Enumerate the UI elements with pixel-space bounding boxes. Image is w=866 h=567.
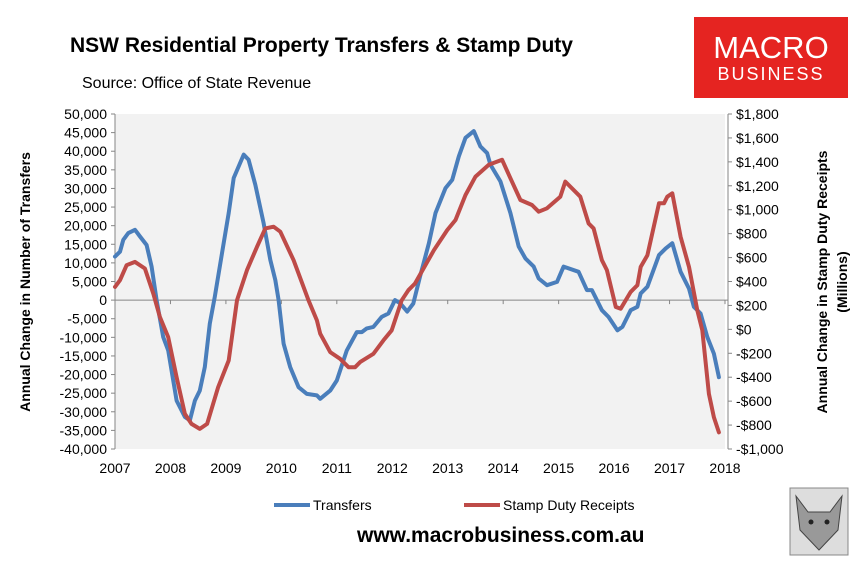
y-tick-label: -25,000: [60, 385, 108, 401]
y2-axis-title-units: (Millions): [834, 251, 850, 312]
macrobusiness-logo: MACRO BUSINESS: [694, 17, 848, 98]
x-tick-label: 2013: [432, 460, 463, 476]
svg-text:MACRO: MACRO: [713, 30, 828, 65]
y-tick-label: 30,000: [64, 180, 107, 196]
legend-label-stamp-duty: Stamp Duty Receipts: [503, 497, 635, 513]
y-tick-label: 50,000: [64, 106, 107, 122]
y-tick-label: 35,000: [64, 162, 107, 178]
y2-tick-label: -$600: [736, 393, 772, 409]
y-tick-label: 20,000: [64, 218, 107, 234]
x-tick-label: 2009: [210, 460, 241, 476]
series-line-stamp-duty: [113, 157, 721, 435]
y-tick-label: -40,000: [60, 441, 108, 457]
y-tick-label: -15,000: [60, 348, 108, 364]
x-tick-label: 2012: [377, 460, 408, 476]
y2-tick-label: -$400: [736, 369, 772, 385]
y-tick-label: 5,000: [72, 274, 107, 290]
y2-tick-label: -$1,000: [736, 441, 784, 457]
y-tick-label: -30,000: [60, 404, 108, 420]
y-tick-label: -20,000: [60, 367, 108, 383]
y2-tick-label: $1,600: [736, 130, 779, 146]
wolf-logo-icon: [789, 487, 849, 556]
y-tick-label: 40,000: [64, 143, 107, 159]
x-tick-label: 2007: [99, 460, 130, 476]
y2-tick-label: $200: [736, 297, 767, 313]
y2-axis-title: Annual Change in Stamp Duty Receipts: [814, 150, 830, 413]
x-tick-label: 2017: [654, 460, 685, 476]
y2-tick-label: $400: [736, 274, 767, 290]
series-line-transfers: [113, 129, 721, 423]
legend-label-transfers: Transfers: [313, 497, 372, 513]
y-tick-label: 45,000: [64, 125, 107, 141]
y-tick-label: -5,000: [67, 311, 107, 327]
y-tick-label: 15,000: [64, 236, 107, 252]
y2-tick-label: -$800: [736, 417, 772, 433]
y-tick-label: 10,000: [64, 255, 107, 271]
x-tick-label: 2018: [709, 460, 740, 476]
source-note: Source: Office of State Revenue: [82, 75, 311, 92]
chart-title: NSW Residential Property Transfers & Sta…: [70, 34, 573, 57]
x-tick-label: 2014: [488, 460, 519, 476]
y2-tick-label: $800: [736, 226, 767, 242]
y-axis-title: Annual Change in Number of Transfers: [17, 152, 33, 412]
y2-tick-label: $600: [736, 250, 767, 266]
x-tick-label: 2015: [543, 460, 574, 476]
legend: Transfers Stamp Duty Receipts: [274, 497, 635, 513]
x-tick-label: 2016: [599, 460, 630, 476]
y-tick-label: 25,000: [64, 199, 107, 215]
y2-tick-label: $1,400: [736, 154, 779, 170]
y2-tick-label: $0: [736, 321, 752, 337]
y2-tick-label: $1,000: [736, 202, 779, 218]
y-tick-label: 0: [99, 292, 107, 308]
svg-text:BUSINESS: BUSINESS: [717, 64, 824, 84]
axes: 50,000 45,000 40,000 35,000 30,000 25,000 20,0…: [60, 106, 784, 476]
y-tick-label: -10,000: [60, 329, 108, 345]
x-tick-label: 2011: [322, 460, 352, 476]
x-tick-label: 2008: [155, 460, 186, 476]
y-tick-label: -35,000: [60, 422, 108, 438]
y2-tick-label: $1,200: [736, 178, 779, 194]
y2-tick-label: $1,800: [736, 106, 779, 122]
website-url: www.macrobusiness.com.au: [356, 524, 644, 547]
x-tick-label: 2010: [266, 460, 297, 476]
y2-tick-label: -$200: [736, 345, 772, 361]
series-lines: [113, 129, 721, 435]
